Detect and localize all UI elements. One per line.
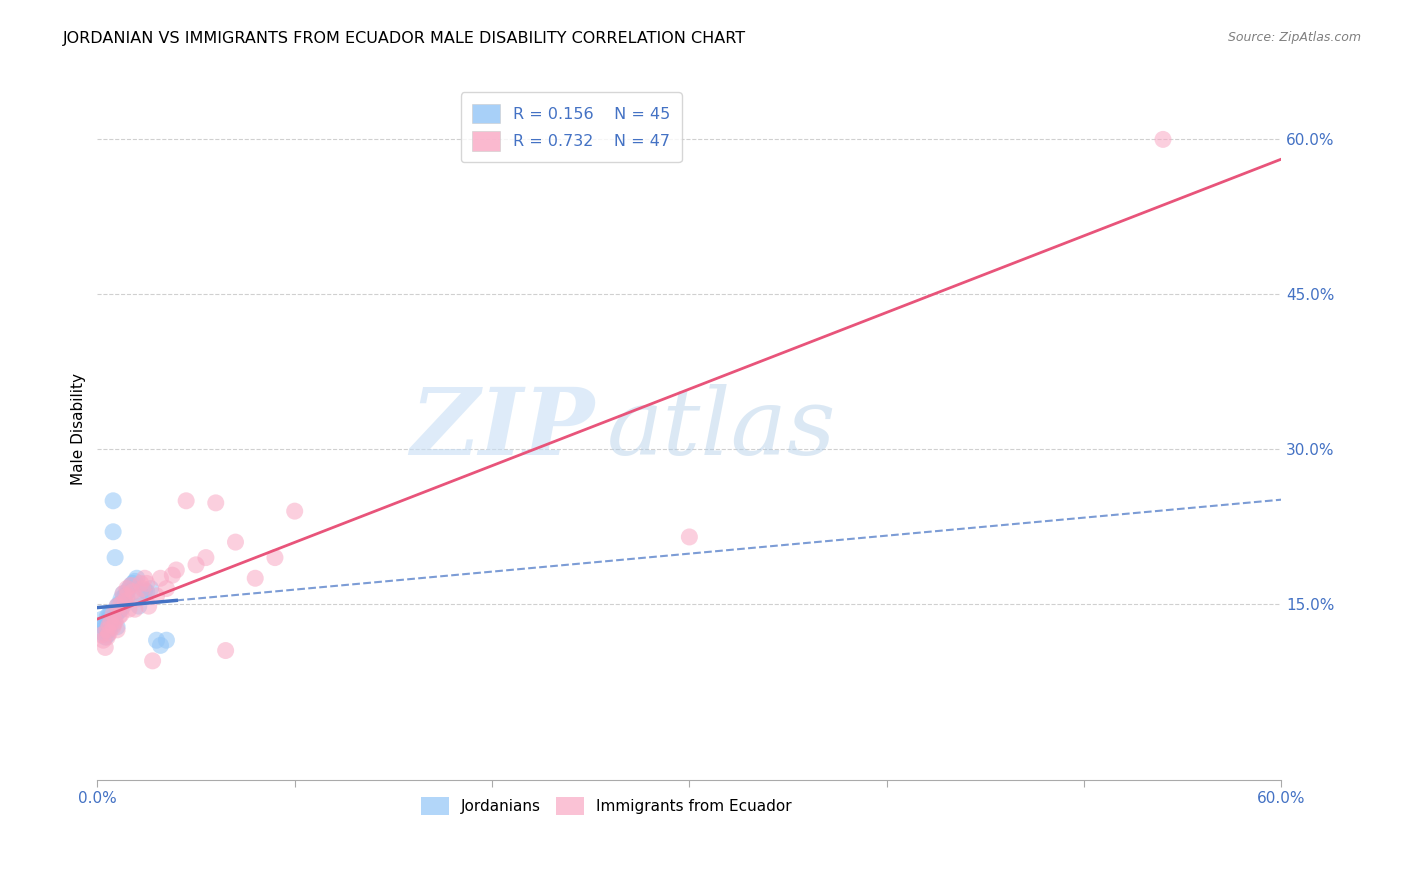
Point <box>94 621 117 635</box>
Point <box>96 630 118 644</box>
Point <box>224 535 246 549</box>
Point <box>98 623 121 637</box>
Point <box>149 639 172 653</box>
Point <box>124 602 146 616</box>
Point <box>105 623 128 637</box>
Point <box>105 620 128 634</box>
Point <box>108 597 131 611</box>
Point <box>162 568 184 582</box>
Y-axis label: Male Disability: Male Disability <box>72 373 86 484</box>
Point <box>96 628 118 642</box>
Text: ZIP: ZIP <box>411 384 595 474</box>
Point <box>101 617 124 632</box>
Point <box>101 493 124 508</box>
Point <box>104 550 127 565</box>
Point <box>122 584 145 599</box>
Point <box>90 628 112 642</box>
Point <box>110 602 132 616</box>
Point <box>94 630 117 644</box>
Point <box>96 609 118 624</box>
Point <box>104 615 127 629</box>
Point <box>114 595 136 609</box>
Point <box>96 623 118 637</box>
Point <box>101 524 124 539</box>
Point <box>149 571 172 585</box>
Text: atlas: atlas <box>606 384 837 474</box>
Point <box>155 582 177 596</box>
Point <box>264 550 287 565</box>
Point <box>134 583 156 598</box>
Point <box>155 633 177 648</box>
Text: JORDANIAN VS IMMIGRANTS FROM ECUADOR MALE DISABILITY CORRELATION CHART: JORDANIAN VS IMMIGRANTS FROM ECUADOR MAL… <box>63 31 747 46</box>
Point <box>105 605 128 619</box>
Point <box>94 617 117 632</box>
Point <box>98 617 121 632</box>
Point <box>135 584 157 599</box>
Legend: Jordanians, Immigrants from Ecuador: Jordanians, Immigrants from Ecuador <box>412 788 801 824</box>
Point <box>214 643 236 657</box>
Point <box>90 613 112 627</box>
Point <box>111 599 134 614</box>
Point <box>100 605 122 619</box>
Point <box>118 602 141 616</box>
Point <box>114 594 136 608</box>
Point <box>110 597 132 611</box>
Point <box>678 530 700 544</box>
Point <box>96 615 118 629</box>
Point <box>165 563 187 577</box>
Point <box>115 582 138 596</box>
Point <box>111 587 134 601</box>
Point <box>115 591 138 606</box>
Point <box>1152 132 1174 146</box>
Text: Source: ZipAtlas.com: Source: ZipAtlas.com <box>1227 31 1361 45</box>
Point <box>125 571 148 585</box>
Point <box>108 604 131 618</box>
Point <box>128 599 150 614</box>
Point <box>145 633 167 648</box>
Point <box>105 599 128 614</box>
Point <box>98 626 121 640</box>
Point <box>91 626 114 640</box>
Point <box>204 496 226 510</box>
Point <box>125 591 148 606</box>
Point <box>114 589 136 603</box>
Point <box>174 493 197 508</box>
Point <box>108 609 131 624</box>
Point <box>105 599 128 614</box>
Point <box>139 582 162 596</box>
Point <box>135 576 157 591</box>
Point <box>124 574 146 589</box>
Point <box>194 550 217 565</box>
Point <box>110 591 132 606</box>
Point <box>98 611 121 625</box>
Point <box>100 613 122 627</box>
Point <box>115 584 138 599</box>
Point <box>145 589 167 603</box>
Point <box>98 607 121 622</box>
Point <box>91 620 114 634</box>
Point <box>118 582 141 596</box>
Point <box>94 640 117 655</box>
Point <box>134 571 156 585</box>
Point <box>245 571 267 585</box>
Point <box>284 504 307 518</box>
Point <box>101 607 124 622</box>
Point <box>120 578 142 592</box>
Point <box>138 599 160 614</box>
Point <box>91 633 114 648</box>
Point <box>115 589 138 603</box>
Point <box>132 582 155 596</box>
Point <box>129 576 152 591</box>
Point <box>111 587 134 601</box>
Point <box>120 578 142 592</box>
Point <box>184 558 207 572</box>
Point <box>100 615 122 630</box>
Point <box>142 654 165 668</box>
Point <box>129 587 152 601</box>
Point <box>110 607 132 622</box>
Point <box>101 620 124 634</box>
Point <box>122 576 145 591</box>
Point <box>104 609 127 624</box>
